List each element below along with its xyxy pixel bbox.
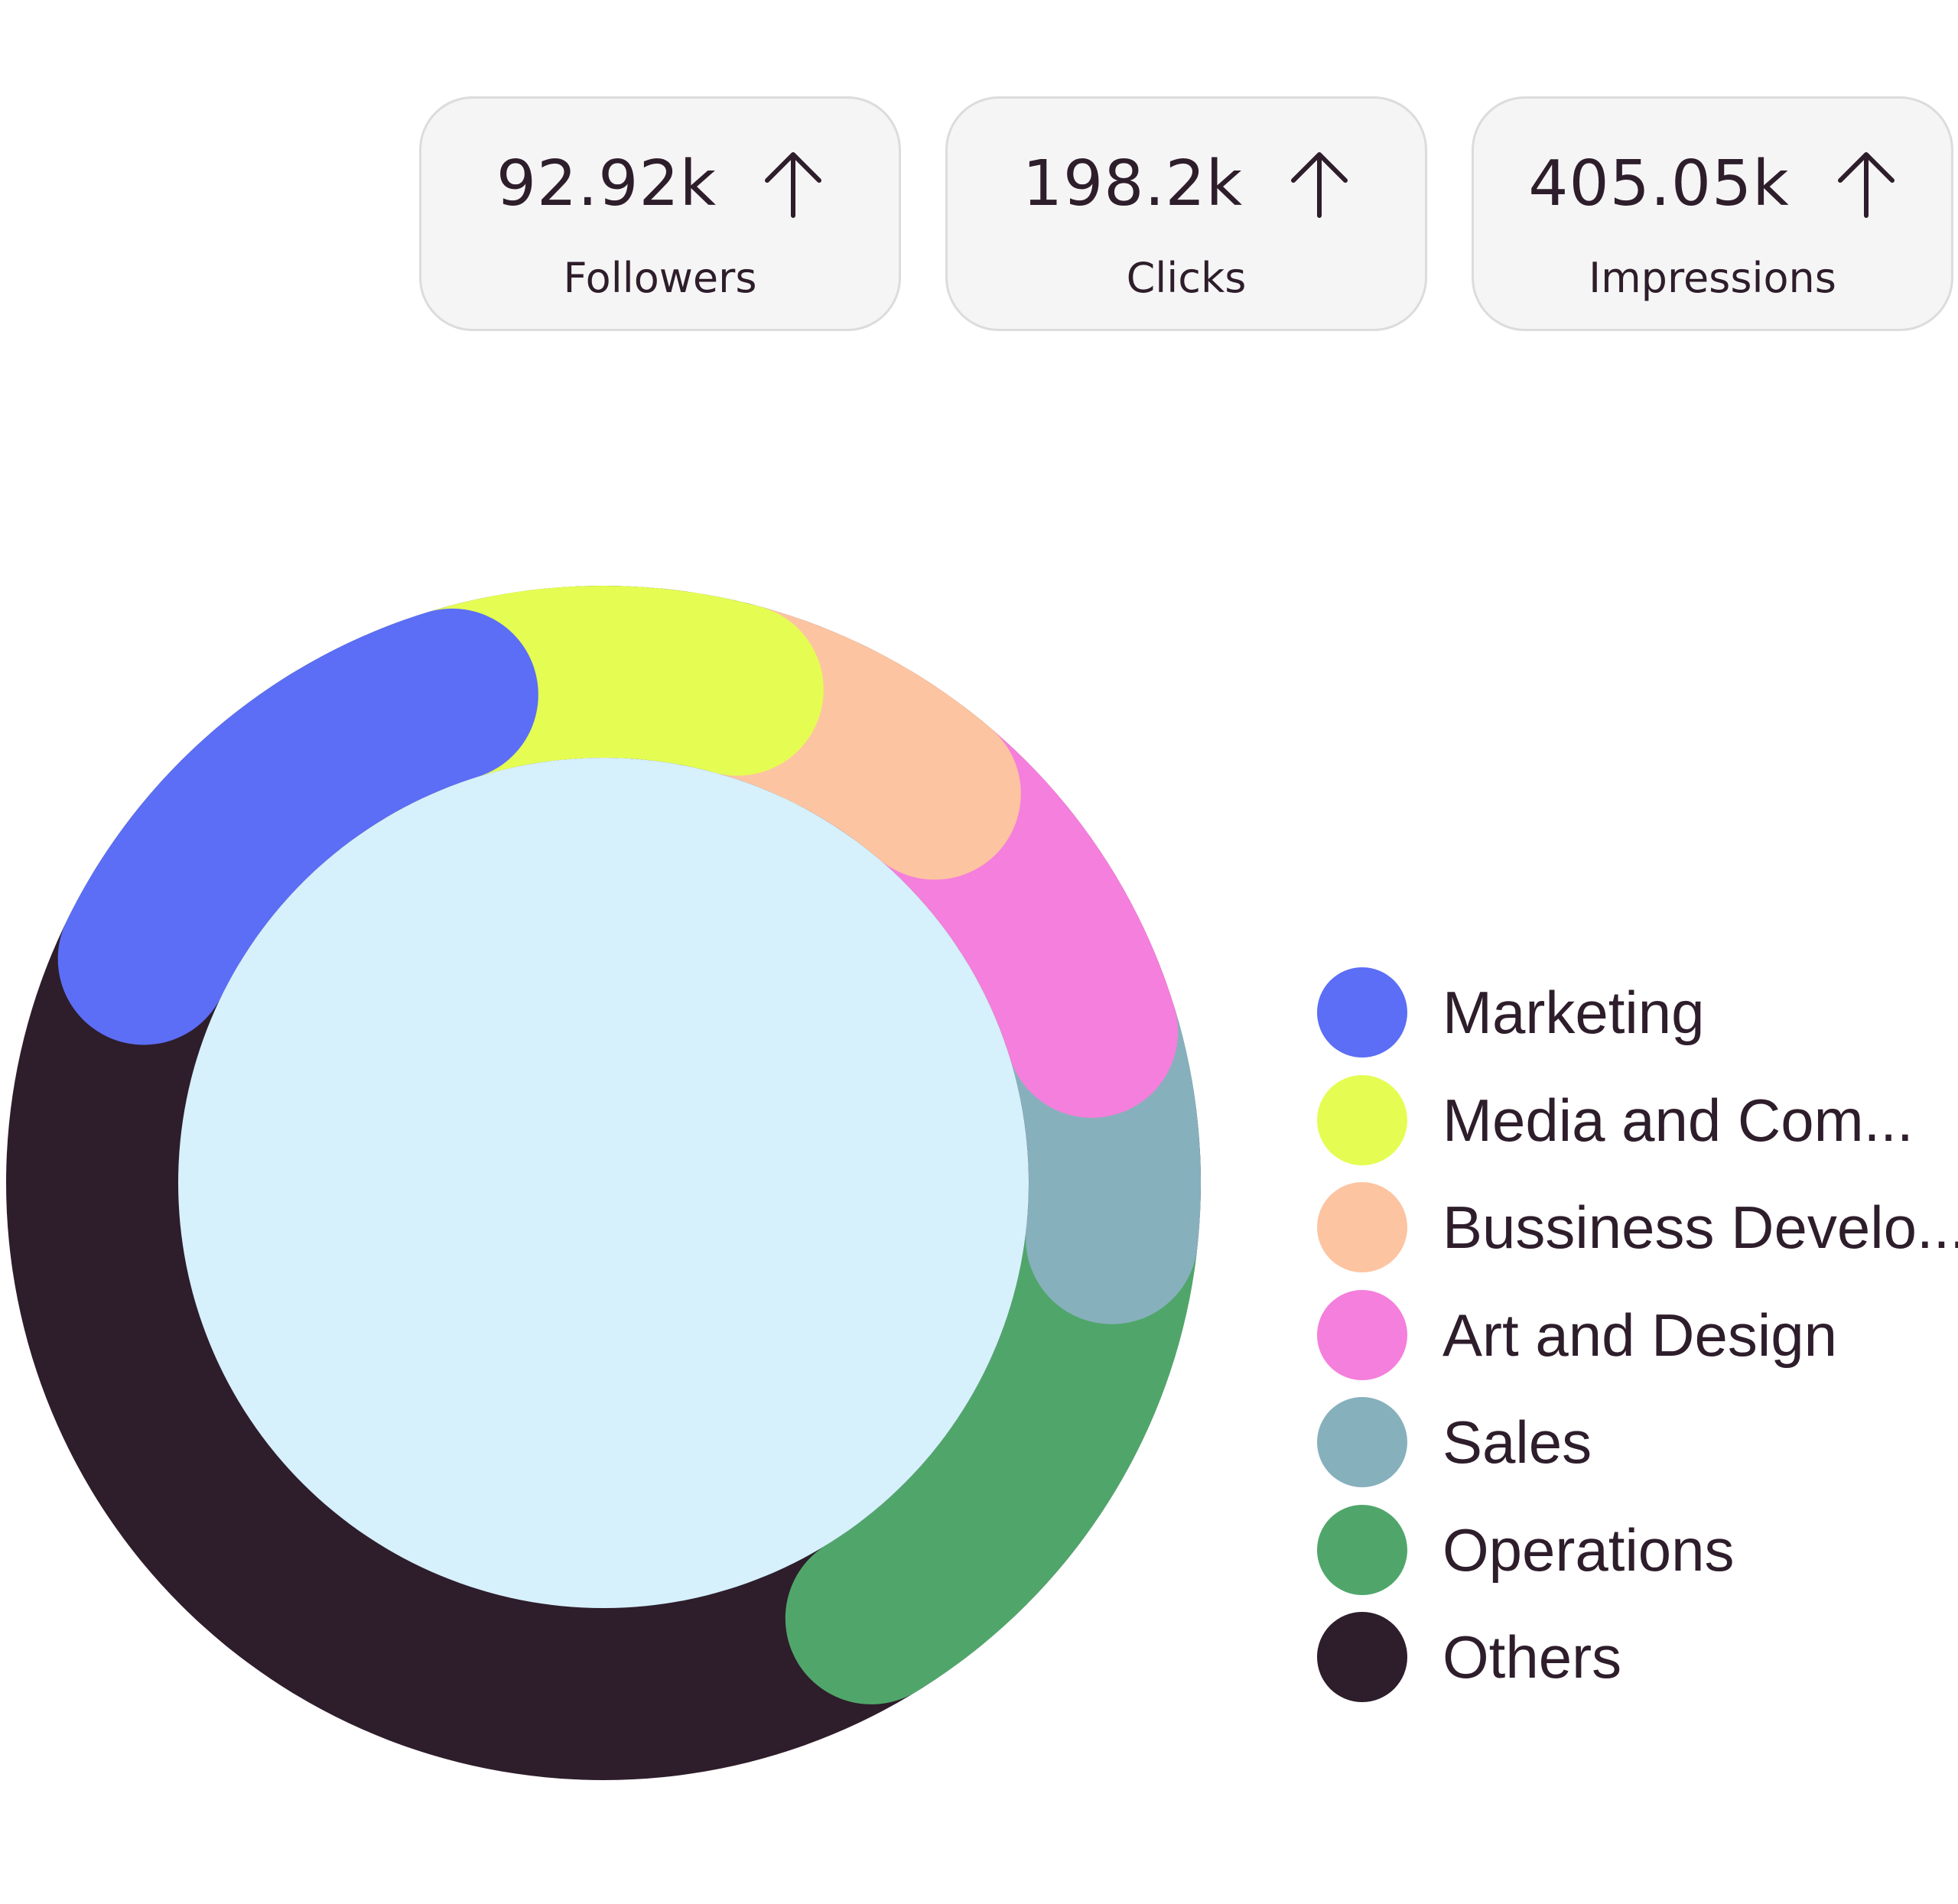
donut-segment-marketing[interactable] [57,608,538,1045]
stat-card-followers: 92.92k Followers [419,96,901,331]
legend-dot [1317,1074,1407,1165]
arrow-up-icon [1289,150,1350,219]
clicks-value: 198.2k [1022,148,1244,220]
legend-dot [1317,1397,1407,1488]
legend-item-others[interactable]: Others [1317,1603,1958,1711]
legend-dot [1317,1182,1407,1273]
stat-value-row: 198.2k [948,146,1425,223]
donut-center [178,758,1029,1608]
legend-item-art-and-design[interactable]: Art and Design [1317,1282,1958,1389]
stat-card-impressions: 405.05k Impressions [1472,96,1953,331]
followers-label: Followers [563,254,757,302]
legend-item-business-development[interactable]: Bussiness Develo... [1317,1174,1958,1282]
legend-label: Operations [1442,1516,1735,1584]
stat-card-clicks: 198.2k Clicks [945,96,1427,331]
legend-item-marketing[interactable]: Marketing [1317,959,1958,1067]
donut-chart [6,586,1201,1780]
legend-label: Media and Com... [1442,1086,1914,1154]
legend-label: Sales [1442,1409,1592,1477]
impressions-value: 405.05k [1528,148,1790,220]
legend-item-operations[interactable]: Operations [1317,1496,1958,1604]
legend-item-media[interactable]: Media and Com... [1317,1067,1958,1175]
arrow-up-icon [1836,150,1897,219]
legend-item-sales[interactable]: Sales [1317,1389,1958,1496]
arrow-up-icon [763,150,824,219]
legend-label: Bussiness Develo... [1442,1194,1958,1262]
legend-dot [1317,967,1407,1058]
legend-dot [1317,1612,1407,1703]
stat-value-row: 92.92k [421,146,899,223]
clicks-label: Clicks [1126,254,1247,302]
legend-label: Art and Design [1442,1301,1837,1369]
followers-value: 92.92k [496,148,717,220]
legend-label: Others [1442,1623,1622,1691]
legend-label: Marketing [1442,979,1705,1047]
chart-legend: Marketing Media and Com... Bussiness Dev… [1317,959,1958,1711]
stat-value-row: 405.05k [1474,146,1951,223]
legend-dot [1317,1289,1407,1380]
impressions-label: Impressions [1589,254,1836,302]
legend-dot [1317,1504,1407,1595]
